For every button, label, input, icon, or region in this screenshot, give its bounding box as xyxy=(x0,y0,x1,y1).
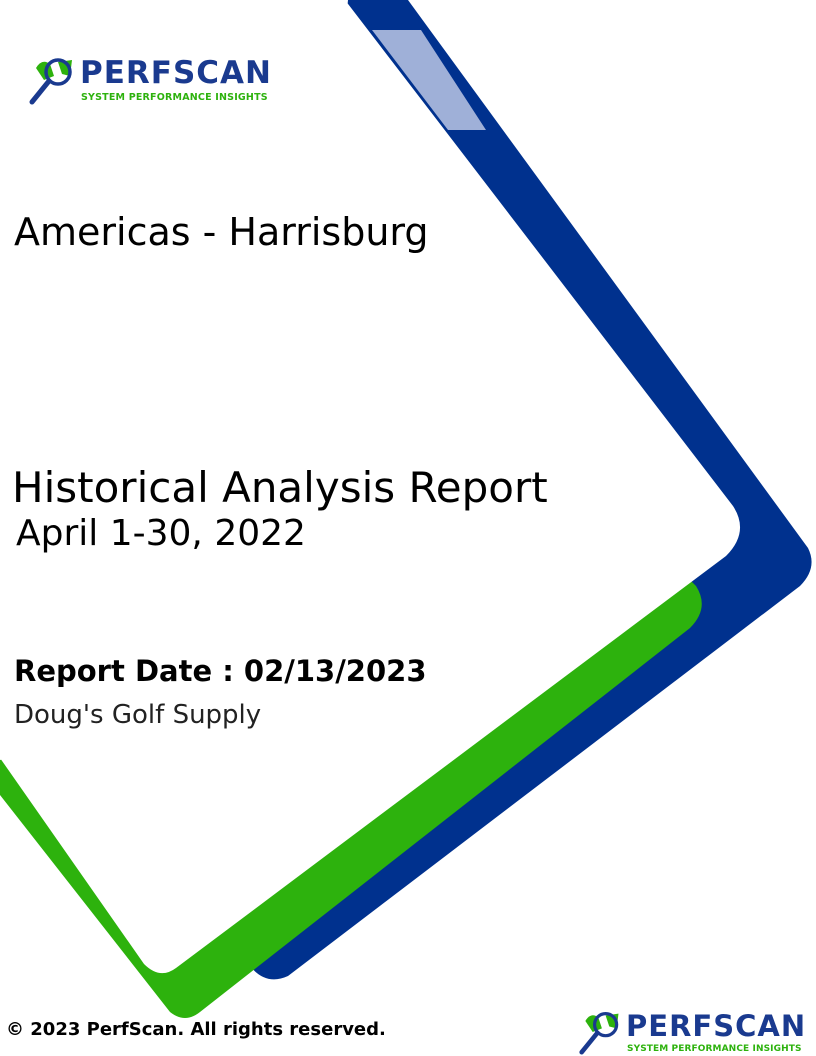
perfscan-logo-footer: PERFSCAN SYSTEM PERFORMANCE INSIGHTS xyxy=(578,1008,812,1056)
report-title: Historical Analysis Report xyxy=(12,463,548,512)
company-name: Doug's Golf Supply xyxy=(14,700,262,730)
logo-tagline: SYSTEM PERFORMANCE INSIGHTS xyxy=(627,1044,802,1054)
white-panel xyxy=(0,0,740,973)
logo-tagline: SYSTEM PERFORMANCE INSIGHTS xyxy=(81,92,268,103)
light-blue-stripe xyxy=(372,30,486,130)
perfscan-logo: PERFSCAN SYSTEM PERFORMANCE INSIGHTS xyxy=(28,54,278,106)
magnifier-icon xyxy=(579,1011,619,1055)
report-date: Report Date : 02/13/2023 xyxy=(14,654,427,688)
report-period: April 1-30, 2022 xyxy=(16,513,306,554)
logo-wordmark: PERFSCAN xyxy=(626,1009,807,1043)
copyright-notice: © 2023 PerfScan. All rights reserved. xyxy=(6,1019,386,1040)
magnifier-icon xyxy=(29,58,72,105)
logo-wordmark: PERFSCAN xyxy=(80,55,272,91)
location-heading: Americas - Harrisburg xyxy=(14,210,429,254)
